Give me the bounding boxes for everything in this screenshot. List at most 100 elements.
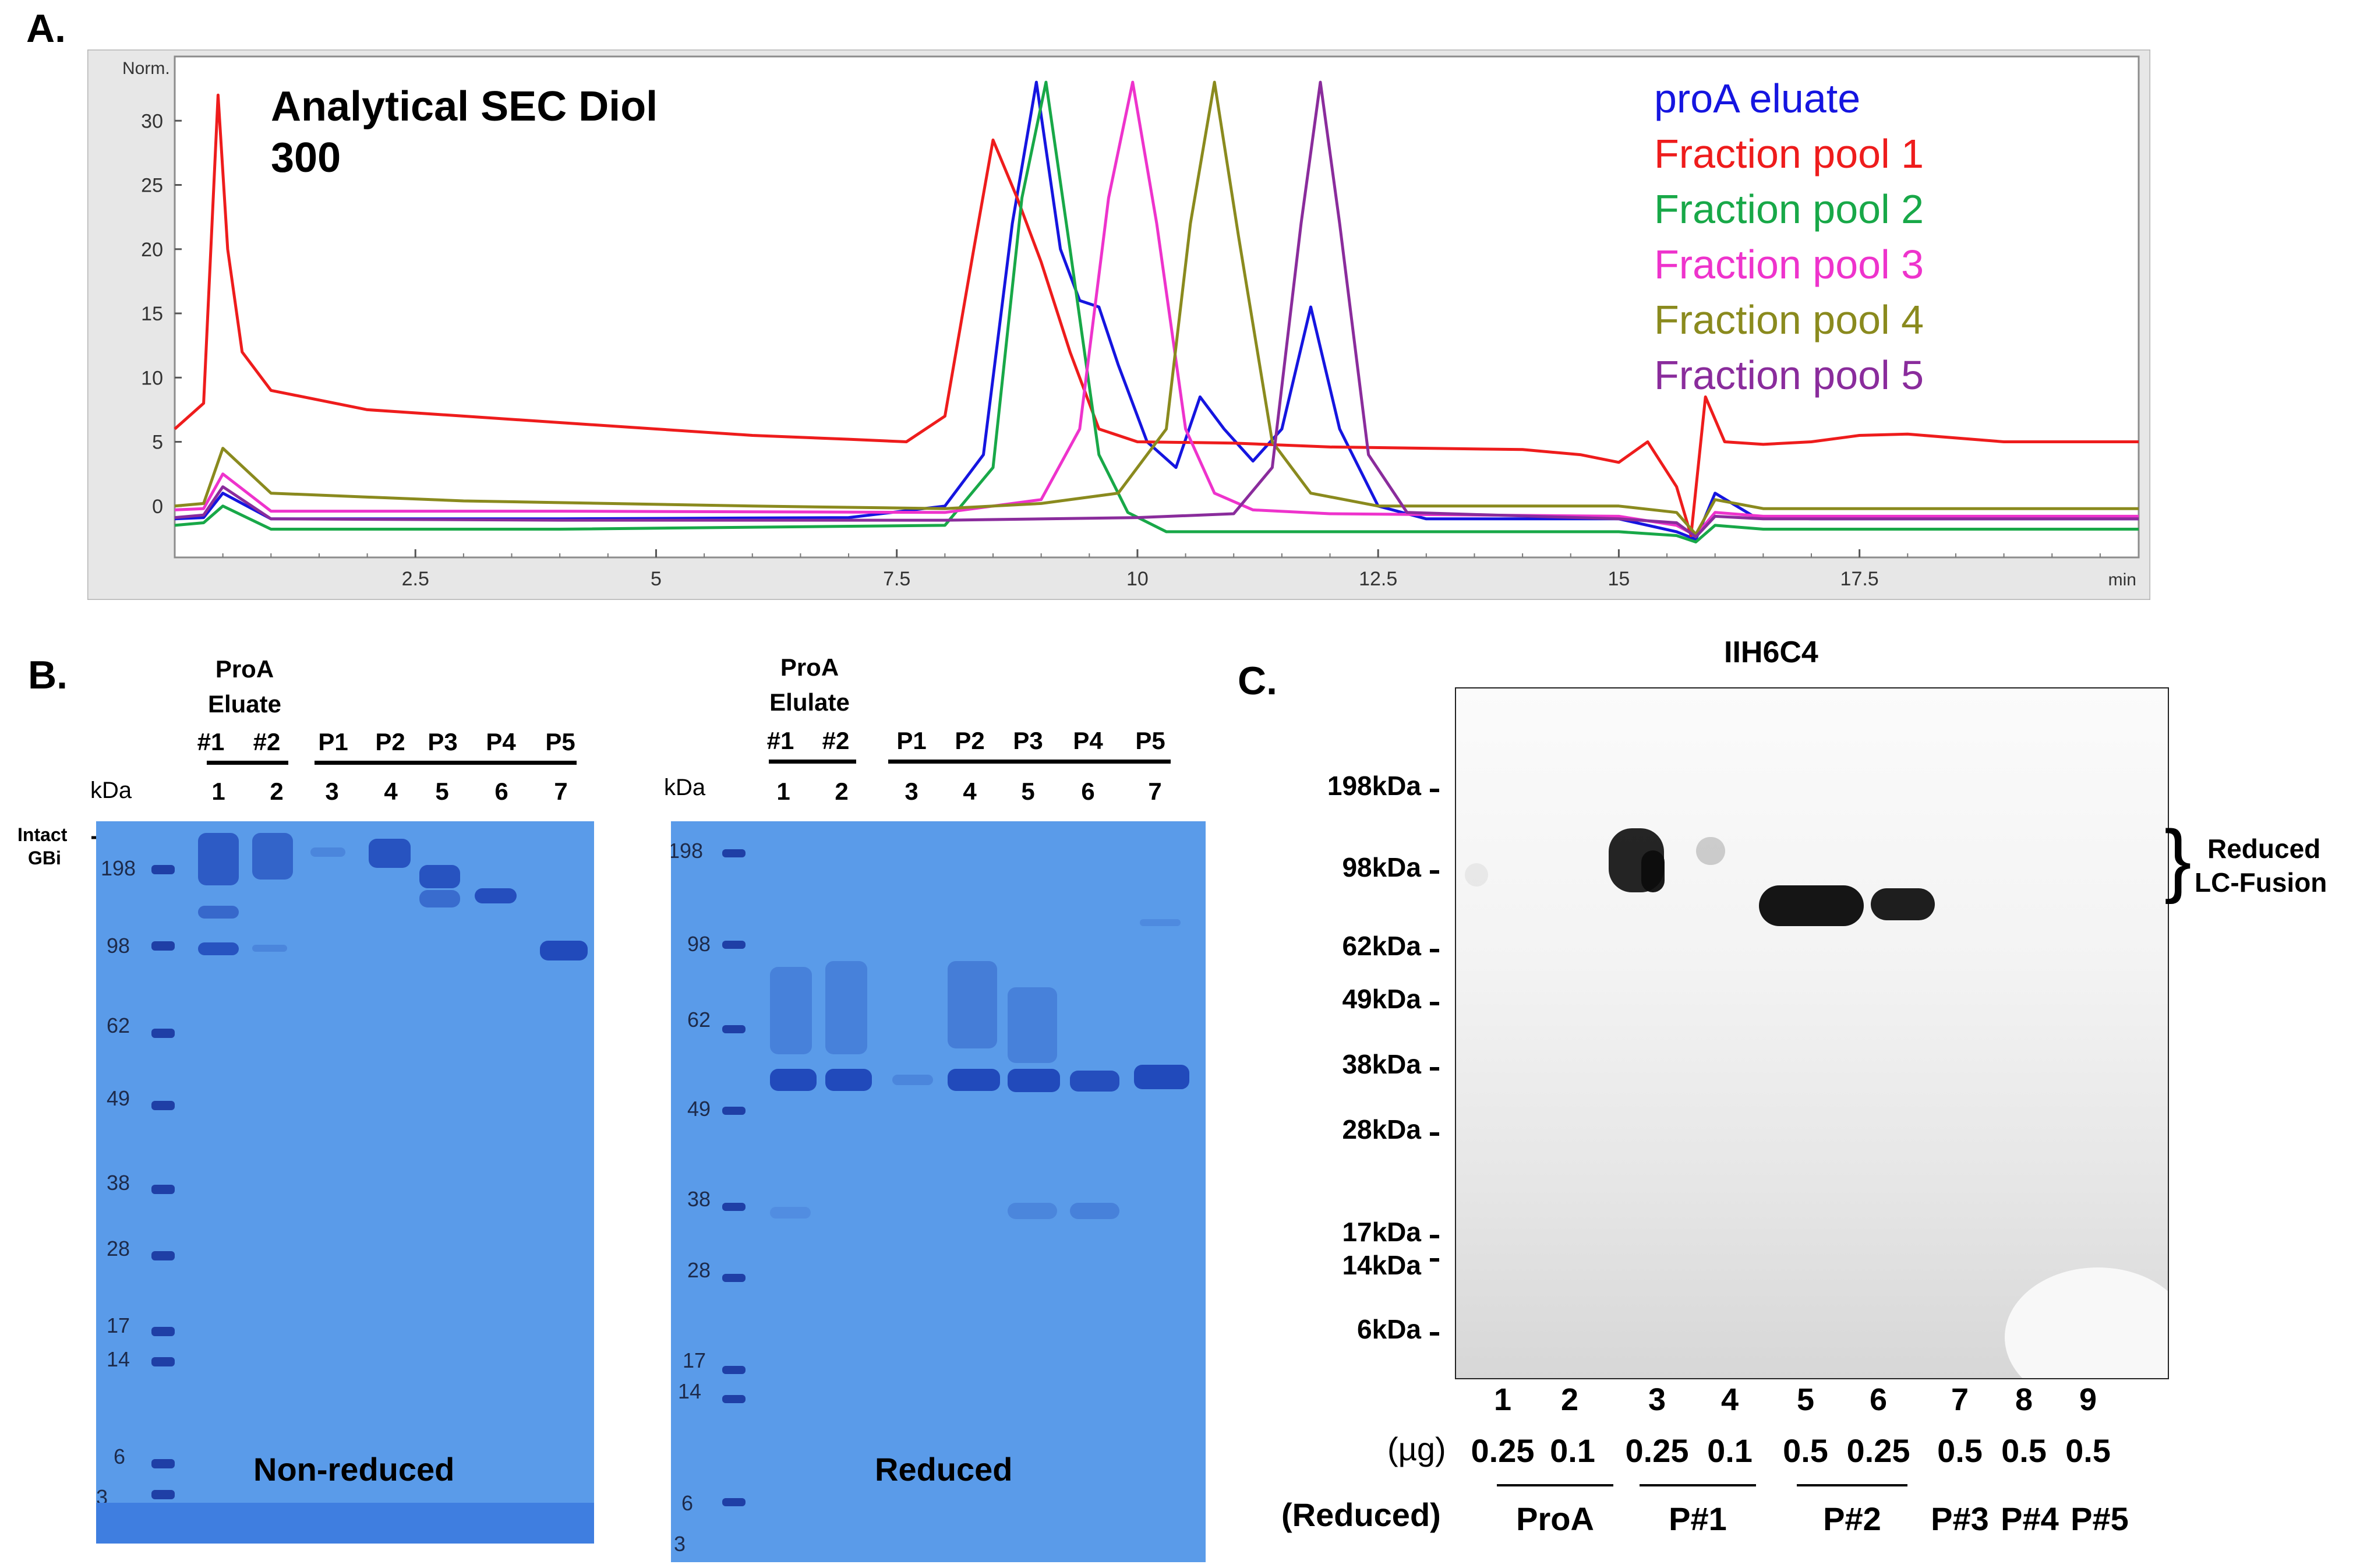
gel-band <box>475 888 517 903</box>
non-reduced-caption: Non-reduced <box>253 1451 455 1488</box>
legend-item-1: proA eluate <box>1654 76 1860 121</box>
gel-band <box>770 967 812 1054</box>
left-group-label-2: Eluate <box>207 690 282 718</box>
right-ladder-28: 28 <box>687 1258 711 1282</box>
blot-mw-17: 17kDa <box>1342 1217 1421 1247</box>
y-tick-label: 0 <box>152 496 163 518</box>
right-lane-5: 5 <box>1021 778 1035 805</box>
panel-b-label: B. <box>28 653 68 697</box>
ladder-band <box>151 1101 175 1110</box>
left-ladder-62: 62 <box>107 1013 130 1037</box>
right-pool-id-4: P4 <box>1073 727 1103 754</box>
non-reduced-gel: 198 98 62 49 38 28 17 14 6 3 Non-reduced <box>96 821 594 1544</box>
right-group-label-2: Elulate <box>769 688 850 716</box>
x-tick-label: 2.5 <box>402 568 429 590</box>
gel-band <box>825 1069 872 1091</box>
x-tick-label: 15 <box>1608 568 1630 590</box>
right-ladder-14: 14 <box>678 1379 702 1403</box>
gel-band <box>892 1075 933 1085</box>
right-eluate-id-1: #1 <box>766 727 794 754</box>
gel-band <box>1008 1069 1060 1092</box>
right-lane-6: 6 <box>1081 778 1095 805</box>
legend-item-5: Fraction pool 4 <box>1654 297 1924 342</box>
right-ladder-98: 98 <box>687 932 711 956</box>
right-lane-3: 3 <box>905 778 918 805</box>
ladder-band <box>722 1498 746 1506</box>
y-tick-label: 30 <box>141 110 163 132</box>
right-ladder-38: 38 <box>687 1187 711 1211</box>
blot-mw-28: 28kDa <box>1342 1114 1421 1145</box>
blot-lane-9: 9 <box>2079 1382 2097 1417</box>
mw-tick <box>1430 789 1439 792</box>
right-eluate-underline <box>769 760 856 764</box>
ladder-band <box>151 1251 175 1260</box>
ladder-band <box>722 1395 746 1403</box>
left-lane-7: 7 <box>554 778 568 805</box>
blot-lane-4: 4 <box>1720 1382 1739 1417</box>
gel-band <box>1070 1203 1119 1219</box>
x-tick-label: 17.5 <box>1840 568 1879 590</box>
left-ladder-28: 28 <box>107 1237 130 1260</box>
mw-tick <box>1430 1132 1439 1136</box>
ladder-band <box>722 849 746 857</box>
left-lane-1: 1 <box>211 778 225 805</box>
gel-band <box>770 1069 817 1091</box>
gel-band <box>419 890 460 907</box>
y-tick-label: 20 <box>141 239 163 261</box>
right-ladder-6: 6 <box>681 1491 694 1515</box>
legend-item-4: Fraction pool 3 <box>1654 242 1924 287</box>
amount-lane-7: 0.5 <box>1937 1432 1983 1469</box>
right-ladder-62: 62 <box>687 1008 711 1032</box>
left-ladder-98: 98 <box>107 934 130 958</box>
blot-lane-7: 7 <box>1951 1382 1969 1417</box>
blot-mw-6: 6kDa <box>1357 1314 1421 1344</box>
ladder-band <box>151 1459 175 1468</box>
gel-band <box>198 906 239 919</box>
left-lane-4: 4 <box>384 778 398 805</box>
x-tick-label: 7.5 <box>883 568 910 590</box>
right-ladder-17: 17 <box>683 1348 706 1372</box>
group-p4: P#4 <box>2001 1500 2059 1537</box>
right-eluate-id-2: #2 <box>822 727 850 754</box>
reduced-condition-label: (Reduced) <box>1281 1496 1441 1533</box>
annotation-line2: LC-Fusion <box>2195 867 2327 898</box>
panel-c-label: C. <box>1238 659 1277 703</box>
right-lane-4: 4 <box>963 778 977 805</box>
ladder-band <box>151 1327 175 1336</box>
gel-band <box>1008 1203 1057 1219</box>
right-group-label-1: ProA <box>780 654 839 681</box>
series-line-6 <box>174 80 2139 539</box>
blot-bright-corner <box>2005 1267 2168 1378</box>
ladder-band <box>722 1366 746 1374</box>
mw-tick <box>1430 949 1439 952</box>
gel-band <box>1140 919 1181 926</box>
ladder-band <box>722 1107 746 1115</box>
left-ladder-6: 6 <box>114 1445 126 1468</box>
mw-tick <box>1430 1067 1439 1071</box>
blot-mw-49: 49kDa <box>1342 984 1421 1014</box>
gel-band <box>1008 987 1057 1063</box>
left-group-label-1: ProA <box>215 655 274 683</box>
mw-tick <box>1430 870 1439 874</box>
amount-lane-9: 0.5 <box>2065 1432 2111 1469</box>
blot-band <box>1465 863 1488 887</box>
right-pool-id-3: P3 <box>1013 727 1043 754</box>
right-lane-7: 7 <box>1148 778 1162 805</box>
right-ladder-3: 3 <box>674 1532 686 1556</box>
amount-lane-3: 0.25 <box>1625 1432 1689 1469</box>
brace-icon: } <box>2164 813 2192 905</box>
x-tick-label: 5 <box>651 568 662 590</box>
gel-band <box>948 1069 1000 1091</box>
series-line-3 <box>174 80 2139 543</box>
left-pool-id-3: P3 <box>428 728 458 755</box>
chart-title-line1: Analytical SEC Diol <box>271 83 658 130</box>
annotation-line1: Reduced <box>2207 834 2321 864</box>
left-pool-id-5: P5 <box>545 728 575 755</box>
ladder-band <box>151 1185 175 1194</box>
group-p1: P#1 <box>1669 1500 1727 1537</box>
mw-tick <box>1430 1332 1439 1336</box>
blot-mw-38: 38kDa <box>1342 1049 1421 1079</box>
amount-lane-4: 0.1 <box>1707 1432 1753 1469</box>
group-p3: P#3 <box>1931 1500 1989 1537</box>
